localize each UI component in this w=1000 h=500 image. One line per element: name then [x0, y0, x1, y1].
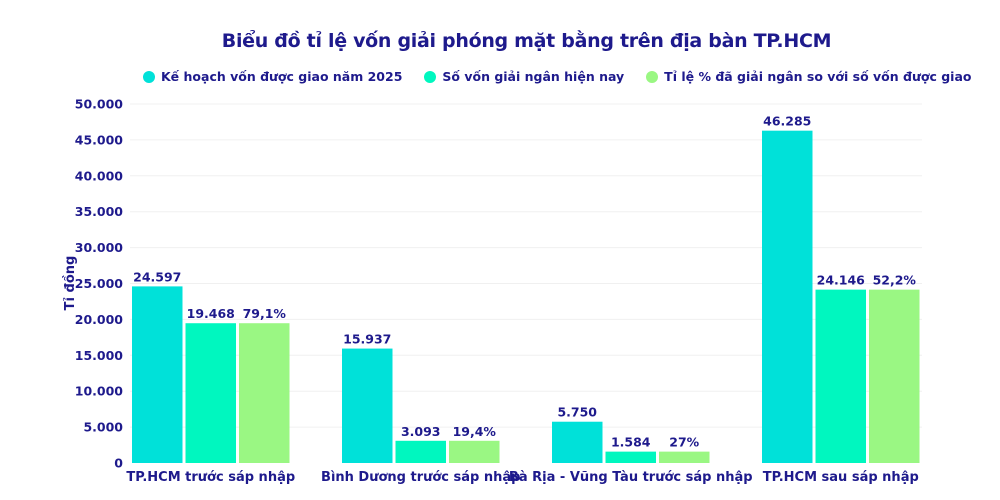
bar — [239, 323, 290, 463]
bar — [869, 289, 920, 463]
y-tick-label: 15.000 — [75, 348, 124, 363]
data-label: 5.750 — [557, 405, 597, 420]
legend-label: Tỉ lệ % đã giải ngân so với số vốn được … — [664, 69, 972, 84]
data-label: 24.146 — [817, 273, 866, 288]
y-tick-label: 40.000 — [75, 168, 124, 183]
x-tick-label: TP.HCM sau sáp nhập — [763, 470, 919, 485]
data-label: 1.584 — [611, 435, 651, 450]
y-tick-label: 30.000 — [75, 240, 124, 255]
x-tick-label: Bà Rịa - Vũng Tàu trước sáp nhập — [509, 470, 753, 485]
bar — [552, 421, 603, 463]
x-tick-label: Bình Dương trước sáp nhập — [321, 470, 520, 485]
data-label: 79,1% — [243, 306, 287, 321]
bar — [449, 440, 500, 463]
bar — [185, 323, 236, 463]
legend-marker — [646, 70, 659, 83]
bar — [342, 348, 393, 463]
y-tick-label: 35.000 — [75, 204, 124, 219]
chart-title: Biểu đồ tỉ lệ vốn giải phóng mặt bằng tr… — [221, 30, 832, 52]
x-tick-label: TP.HCM trước sáp nhập — [126, 470, 295, 485]
legend-marker — [424, 70, 437, 83]
data-label: 15.937 — [343, 332, 391, 347]
y-tick-label: 25.000 — [75, 276, 124, 291]
y-tick-label: 50.000 — [75, 97, 124, 112]
bar — [132, 286, 183, 463]
y-tick-label: 0 — [114, 456, 123, 471]
data-label: 19.468 — [187, 306, 235, 321]
data-label: 19,4% — [453, 424, 497, 439]
legend-marker — [143, 70, 155, 83]
legend-label: Số vốn giải ngân hiện nay — [442, 69, 625, 84]
bar — [762, 130, 813, 463]
data-label: 46.285 — [763, 114, 811, 129]
bar — [815, 289, 866, 463]
y-tick-label: 45.000 — [75, 132, 124, 147]
y-axis-label: Tỉ đồng — [63, 256, 78, 311]
bar — [395, 440, 446, 463]
legend-item[interactable]: Tỉ lệ % đã giải ngân so với số vốn được … — [646, 69, 971, 84]
data-label: 52,2% — [873, 273, 917, 288]
legend: Kế hoạch vốn được giao năm 2025 Số vốn g… — [143, 69, 971, 84]
data-label: 24.597 — [133, 269, 181, 284]
y-tick-label: 10.000 — [75, 384, 124, 399]
legend-item[interactable]: Kế hoạch vốn được giao năm 2025 — [143, 69, 402, 84]
data-label: 27% — [669, 435, 699, 450]
data-label: 3.093 — [401, 424, 441, 439]
y-tick-label: 20.000 — [75, 312, 124, 327]
y-tick-label: 5.000 — [83, 420, 123, 435]
bar — [659, 451, 710, 463]
legend-label: Kế hoạch vốn được giao năm 2025 — [161, 69, 403, 84]
bar — [605, 451, 656, 463]
legend-item[interactable]: Số vốn giải ngân hiện nay — [424, 69, 624, 84]
